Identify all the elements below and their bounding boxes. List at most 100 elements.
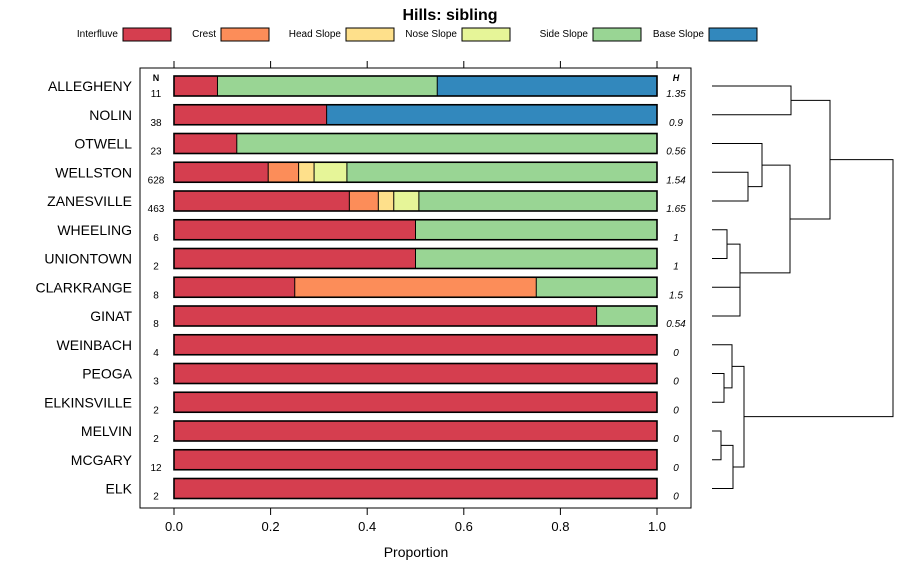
bar-outline bbox=[173, 75, 658, 97]
n-value: 4 bbox=[153, 348, 159, 359]
row-allegheny: ALLEGHENY 11 1.35 bbox=[48, 75, 686, 100]
legend-label-5: Base Slope bbox=[653, 29, 705, 40]
n-value: 6 bbox=[153, 233, 159, 244]
soil-label: GINAT bbox=[90, 308, 132, 324]
row-uniontown: UNIONTOWN 2 1 bbox=[44, 247, 679, 273]
n-value: 3 bbox=[153, 377, 159, 388]
soil-label: WHEELING bbox=[57, 222, 132, 238]
h-value: 0 bbox=[673, 377, 679, 388]
legend-label-4: Side Slope bbox=[540, 29, 589, 40]
bar-outline bbox=[173, 477, 658, 500]
soil-label: CLARKRANGE bbox=[36, 279, 132, 295]
h-value: 1.54 bbox=[666, 175, 686, 186]
h-value: 0 bbox=[673, 434, 679, 445]
bar-segment-interfluve bbox=[174, 392, 657, 413]
n-value: 8 bbox=[153, 290, 159, 301]
bar-outline bbox=[173, 218, 658, 241]
bar-segment-head-slope bbox=[378, 191, 394, 211]
bar-segment-interfluve bbox=[174, 76, 218, 96]
dendrogram-branch bbox=[712, 143, 763, 188]
n-column-header: N bbox=[153, 73, 160, 83]
bar-segment-nose-slope bbox=[393, 191, 419, 211]
row-clarkrange: CLARKRANGE 8 1.5 bbox=[36, 276, 683, 301]
n-value: 2 bbox=[153, 492, 159, 503]
bar-segment-side-slope bbox=[346, 162, 657, 183]
bar-segment-interfluve bbox=[174, 363, 657, 384]
dendrogram-branch bbox=[790, 99, 831, 220]
soil-label: ELK bbox=[106, 481, 133, 497]
legend-label-1: Crest bbox=[192, 29, 216, 40]
row-nolin: NOLIN 38 0.9 bbox=[89, 103, 683, 129]
row-elkinsville: ELKINSVILLE 2 0 bbox=[44, 391, 679, 416]
h-value: 0.56 bbox=[666, 147, 686, 158]
n-value: 12 bbox=[150, 463, 162, 474]
h-value: 0 bbox=[673, 463, 679, 474]
h-value: 1.5 bbox=[669, 290, 683, 301]
dendrogram-branch bbox=[712, 344, 733, 389]
h-value: 0 bbox=[673, 405, 679, 416]
bar-segment-interfluve bbox=[174, 219, 416, 240]
legend-label-3: Nose Slope bbox=[405, 29, 457, 40]
bar-segment-side-slope bbox=[415, 248, 657, 269]
soil-label: MCGARY bbox=[71, 452, 133, 468]
n-value: 2 bbox=[153, 434, 159, 445]
bar-segment-interfluve bbox=[174, 191, 350, 211]
h-value: 1 bbox=[673, 233, 679, 244]
soil-label: ALLEGHENY bbox=[48, 78, 133, 94]
bar-segment-crest bbox=[294, 277, 537, 298]
bar-segment-side-slope bbox=[415, 219, 657, 240]
legend-swatch-0 bbox=[122, 27, 172, 42]
bar-segment-interfluve bbox=[174, 277, 295, 298]
row-melvin: MELVIN 2 0 bbox=[81, 420, 679, 445]
soil-label: ELKINSVILLE bbox=[44, 394, 132, 410]
bar-segment-head-slope bbox=[298, 162, 315, 183]
bar-outline bbox=[173, 305, 658, 327]
bar-segment-base-slope bbox=[437, 76, 657, 96]
dendrogram-branch bbox=[712, 229, 728, 259]
bar-segment-interfluve bbox=[174, 104, 327, 125]
bar-segment-interfluve bbox=[174, 248, 416, 269]
bar-segment-crest bbox=[349, 191, 379, 211]
legend-label-0: Interfluve bbox=[77, 29, 119, 40]
row-ginat: GINAT 8 0.54 bbox=[90, 305, 686, 330]
bar-outline bbox=[173, 362, 658, 385]
bar-outline bbox=[173, 448, 658, 471]
bar-segment-interfluve bbox=[174, 162, 269, 183]
n-value: 463 bbox=[148, 204, 165, 215]
bar-segment-interfluve bbox=[174, 306, 597, 326]
h-value: 0.9 bbox=[669, 118, 683, 129]
bar-segment-side-slope bbox=[418, 191, 657, 211]
n-value: 11 bbox=[151, 89, 162, 100]
bar-segment-interfluve bbox=[174, 421, 657, 441]
bar-segment-nose-slope bbox=[314, 162, 347, 183]
bar-segment-interfluve bbox=[174, 334, 657, 355]
bar-segment-base-slope bbox=[326, 104, 657, 125]
x-tick-label-0: 0.0 bbox=[165, 519, 183, 534]
dendrogram-branch bbox=[732, 365, 745, 468]
soil-label: WELLSTON bbox=[55, 164, 132, 180]
legend-swatch-3 bbox=[461, 27, 511, 42]
h-column-header: H bbox=[673, 73, 680, 83]
row-wheeling: WHEELING 6 1 bbox=[57, 218, 679, 244]
n-value: 2 bbox=[153, 262, 159, 273]
dendrogram-branch bbox=[712, 286, 741, 317]
h-value: 1 bbox=[673, 262, 679, 273]
x-tick-label-3: 0.6 bbox=[455, 519, 473, 534]
dendrogram-branch bbox=[712, 373, 725, 403]
soil-label: WEINBACH bbox=[57, 337, 132, 353]
h-value: 0 bbox=[673, 492, 679, 503]
soil-label: ZANESVILLE bbox=[47, 193, 132, 209]
bar-segment-interfluve bbox=[174, 133, 237, 154]
x-tick-label-1: 0.2 bbox=[262, 519, 280, 534]
legend: Interfluve Crest Head Slope Nose Slope Side … bbox=[77, 27, 758, 42]
bar-outline bbox=[173, 103, 658, 126]
plot-panel bbox=[139, 67, 692, 509]
bar-segment-side-slope bbox=[217, 76, 438, 96]
row-zanesville: ZANESVILLE 463 1.65 bbox=[47, 190, 686, 215]
bar-segment-interfluve bbox=[174, 478, 657, 499]
n-value: 2 bbox=[153, 405, 159, 416]
bar-outline bbox=[173, 161, 658, 184]
x-tick-label-2: 0.4 bbox=[358, 519, 376, 534]
